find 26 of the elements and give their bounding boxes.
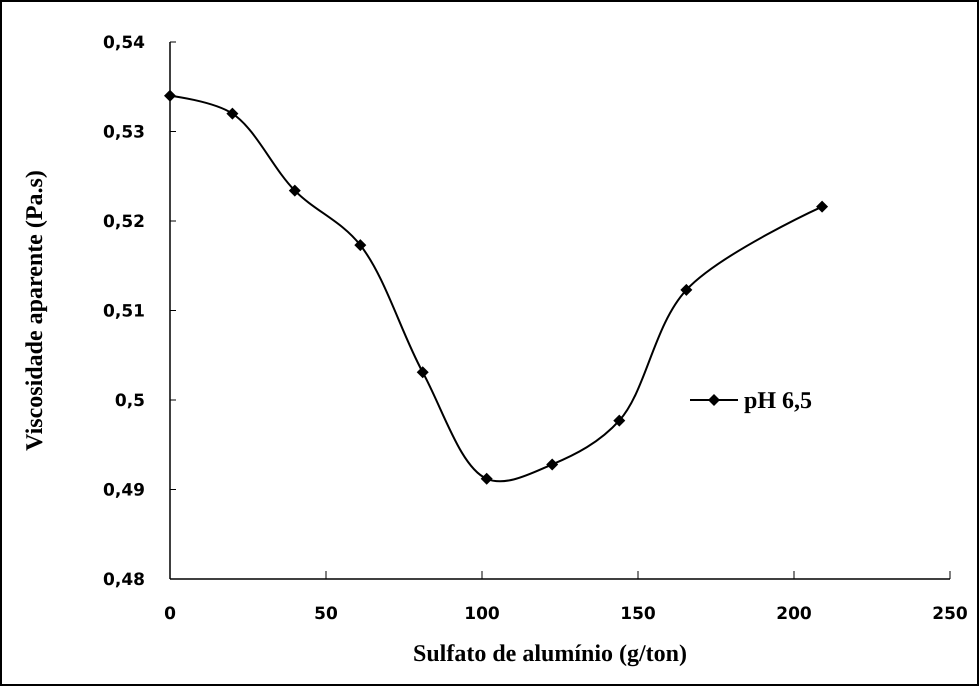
point xyxy=(416,366,429,378)
point xyxy=(680,284,692,296)
x-tick-label: 50 xyxy=(314,604,338,624)
y-tick-label: 0,51 xyxy=(103,302,145,322)
point xyxy=(354,239,366,252)
y-tick-label: 0,54 xyxy=(103,33,146,53)
point xyxy=(164,90,176,102)
point xyxy=(613,414,626,427)
x-tick-label: 250 xyxy=(932,604,968,624)
point xyxy=(816,200,828,213)
x-tick-label: 200 xyxy=(776,604,812,624)
y-axis-title: Viscosidade aparente (Pa.s) xyxy=(22,170,48,451)
x-tick-label: 100 xyxy=(464,604,500,624)
point xyxy=(288,184,301,197)
y-tick-label: 0,48 xyxy=(103,570,145,590)
x-tick-label: 150 xyxy=(620,604,656,624)
y-tick-label: 0,49 xyxy=(103,480,145,500)
point xyxy=(226,108,238,120)
x-axis-title: Sulfato de alumínio (g/ton) xyxy=(412,641,688,667)
point xyxy=(546,458,558,470)
point xyxy=(480,472,493,485)
legend-label: pH 6,5 xyxy=(744,388,812,414)
y-tick-label: 0,5 xyxy=(114,391,145,411)
x-tick-label: 0 xyxy=(164,604,176,624)
y-tick-label: 0,53 xyxy=(103,122,145,142)
y-tick-label: 0,52 xyxy=(103,212,145,232)
